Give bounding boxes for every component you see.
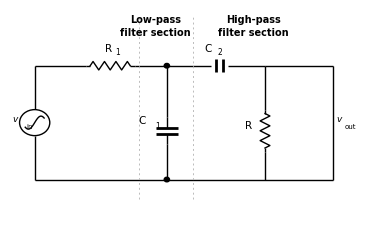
- Circle shape: [164, 177, 169, 182]
- Text: v: v: [12, 115, 18, 124]
- Text: R: R: [245, 121, 252, 131]
- Text: 2: 2: [218, 48, 222, 57]
- Text: v: v: [337, 115, 342, 124]
- Text: C: C: [139, 116, 146, 126]
- Text: R: R: [105, 44, 112, 54]
- Text: High-pass
filter section: High-pass filter section: [218, 15, 289, 38]
- Text: Low-pass
filter section: Low-pass filter section: [120, 15, 191, 38]
- Text: 1: 1: [115, 48, 120, 57]
- Text: out: out: [344, 124, 356, 130]
- Text: 1: 1: [155, 122, 160, 131]
- Text: in: in: [27, 124, 33, 130]
- Circle shape: [164, 63, 169, 68]
- Text: C: C: [204, 44, 211, 54]
